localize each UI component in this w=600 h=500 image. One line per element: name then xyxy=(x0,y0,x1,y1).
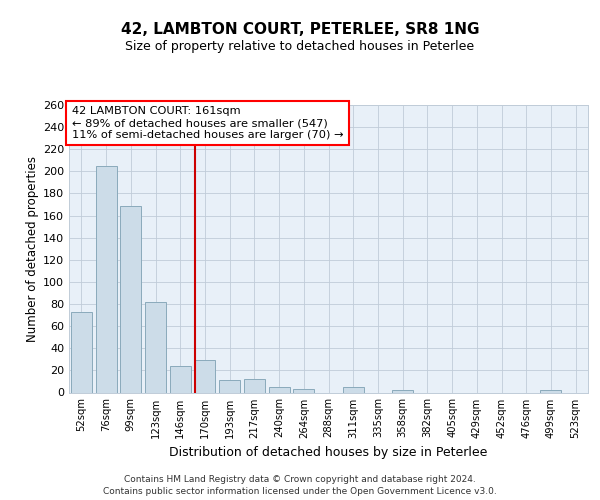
Text: 42, LAMBTON COURT, PETERLEE, SR8 1NG: 42, LAMBTON COURT, PETERLEE, SR8 1NG xyxy=(121,22,479,38)
Bar xyxy=(194,360,215,392)
Bar xyxy=(71,312,92,392)
Bar xyxy=(541,390,562,392)
Bar xyxy=(95,166,116,392)
Bar xyxy=(293,389,314,392)
Text: Contains public sector information licensed under the Open Government Licence v3: Contains public sector information licen… xyxy=(103,486,497,496)
Bar xyxy=(120,206,141,392)
Bar xyxy=(392,390,413,392)
Text: Size of property relative to detached houses in Peterlee: Size of property relative to detached ho… xyxy=(125,40,475,53)
Text: Contains HM Land Registry data © Crown copyright and database right 2024.: Contains HM Land Registry data © Crown c… xyxy=(124,476,476,484)
Bar xyxy=(244,379,265,392)
Bar xyxy=(269,387,290,392)
Y-axis label: Number of detached properties: Number of detached properties xyxy=(26,156,39,342)
Bar xyxy=(219,380,240,392)
Bar xyxy=(343,387,364,392)
Bar xyxy=(170,366,191,392)
Text: 42 LAMBTON COURT: 161sqm
← 89% of detached houses are smaller (547)
11% of semi-: 42 LAMBTON COURT: 161sqm ← 89% of detach… xyxy=(71,106,343,140)
X-axis label: Distribution of detached houses by size in Peterlee: Distribution of detached houses by size … xyxy=(169,446,488,459)
Bar xyxy=(145,302,166,392)
